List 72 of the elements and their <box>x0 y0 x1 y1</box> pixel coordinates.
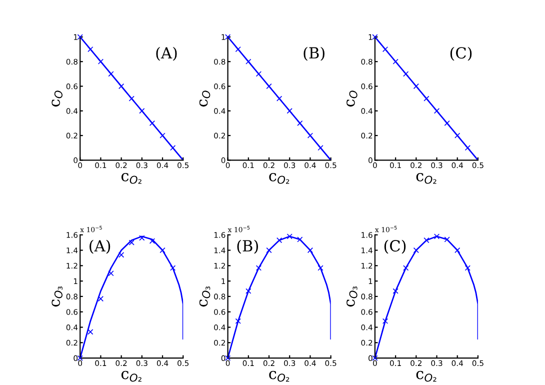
y-axis-title: c$_{O₃}$ <box>52 286 62 307</box>
point <box>108 270 114 276</box>
x-axis-title: c$_{O₂}$ <box>416 370 436 382</box>
point <box>256 265 262 271</box>
point <box>149 120 156 126</box>
x-axis-title: c$_{O₂}$ <box>121 370 142 382</box>
point <box>403 265 409 271</box>
point <box>372 34 378 40</box>
point <box>307 132 314 138</box>
point <box>318 145 324 151</box>
point <box>149 238 156 244</box>
point <box>286 108 292 114</box>
point <box>382 318 388 324</box>
y-axis-title: c$_{O}$ <box>52 90 62 107</box>
point <box>464 265 470 271</box>
annotation: (A) <box>156 46 177 61</box>
point <box>403 71 409 77</box>
point <box>170 145 176 151</box>
point <box>276 237 282 244</box>
annotation: (B) <box>304 46 324 61</box>
point <box>424 237 430 244</box>
point <box>128 96 134 102</box>
point <box>235 46 241 52</box>
point <box>98 296 104 302</box>
point <box>108 71 114 77</box>
point <box>170 265 176 271</box>
point <box>139 235 145 241</box>
annotation: (C) <box>384 240 406 254</box>
point <box>297 120 303 126</box>
point <box>444 120 450 126</box>
point <box>224 34 231 40</box>
x-axis-title: c$_{O₂}$ <box>121 172 142 184</box>
x-axis-title: c$_{O₂}$ <box>416 172 436 184</box>
point <box>413 83 419 90</box>
point <box>413 247 419 254</box>
point <box>98 58 104 64</box>
point <box>77 34 83 40</box>
point <box>118 252 124 258</box>
point <box>318 265 324 271</box>
annotation: (A) <box>90 240 110 254</box>
y-axis-title: c$_{O}$ <box>199 90 210 107</box>
point <box>392 58 398 64</box>
point <box>392 288 398 294</box>
point <box>444 236 450 242</box>
annotation: (C) <box>450 46 472 61</box>
point <box>235 318 241 324</box>
line-series <box>80 236 184 358</box>
point <box>139 108 145 114</box>
point <box>266 247 272 254</box>
point <box>454 132 460 138</box>
point <box>434 108 440 114</box>
x-axis-title: c$_{O₂}$ <box>269 370 290 382</box>
point <box>128 240 134 246</box>
point <box>256 71 262 77</box>
point <box>424 96 430 102</box>
point <box>88 329 94 335</box>
point <box>434 234 440 240</box>
point <box>307 247 314 254</box>
point <box>276 96 282 102</box>
y-axis-title: c$_{O₃}$ <box>346 286 358 307</box>
point <box>286 234 292 240</box>
point <box>118 83 124 90</box>
point <box>297 236 303 242</box>
annotation: (B) <box>237 240 258 254</box>
point <box>160 247 166 254</box>
point <box>88 46 94 52</box>
point <box>246 288 252 294</box>
point <box>454 247 460 254</box>
y-axis-title: c$_{O}$ <box>346 90 358 107</box>
x-axis-title: c$_{O₂}$ <box>269 172 290 184</box>
y-axis-title: c$_{O₃}$ <box>199 286 210 307</box>
point <box>266 83 272 90</box>
